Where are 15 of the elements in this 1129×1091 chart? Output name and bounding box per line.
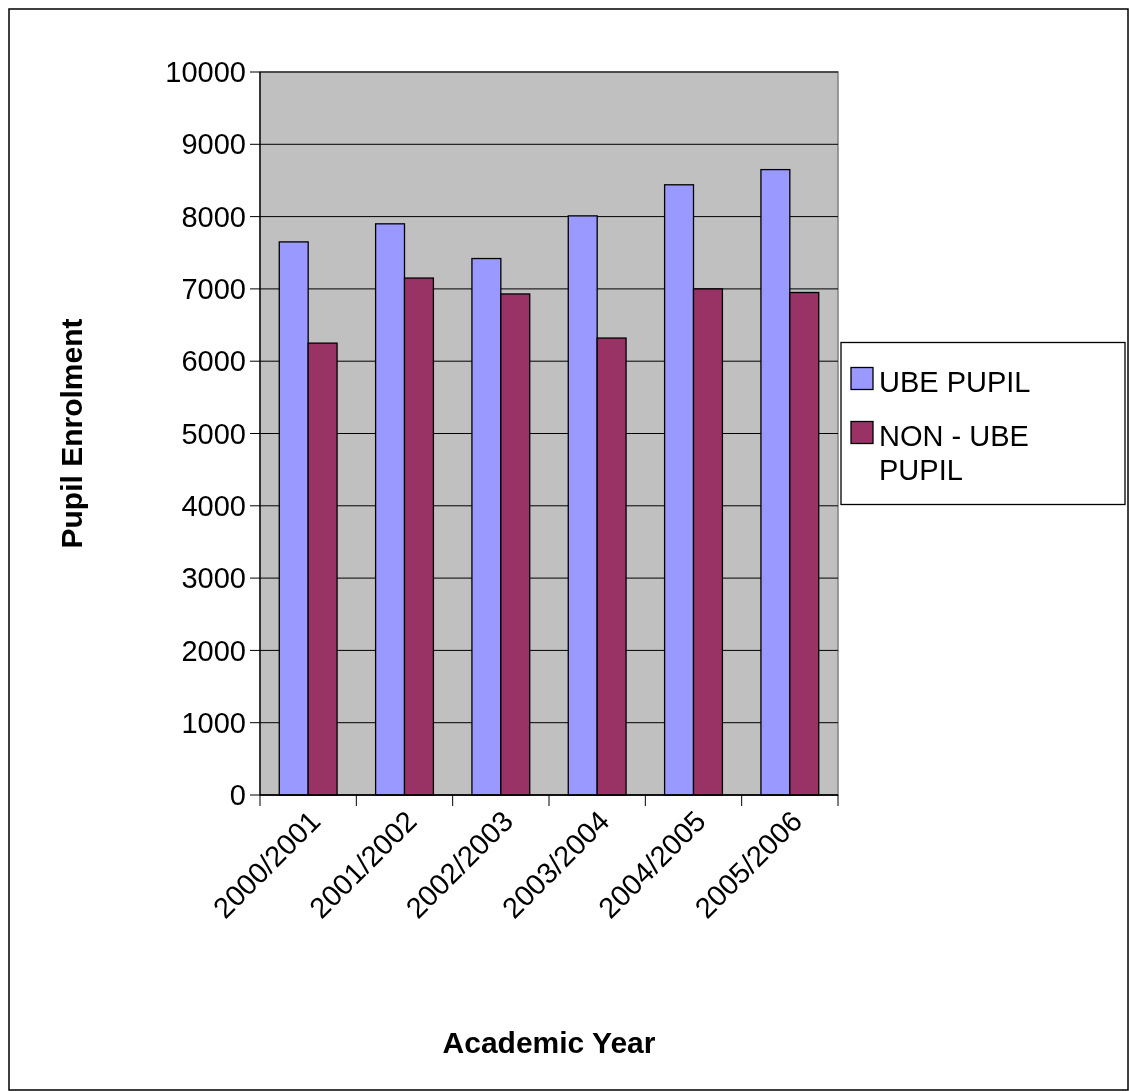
y-tick-label: 5000 [181,417,246,450]
y-tick-label: 8000 [181,200,246,233]
legend-label: UBE PUPIL [879,365,1031,398]
y-tick-label: 4000 [181,489,246,522]
y-tick-label: 0 [229,779,246,812]
y-tick-label: 10000 [165,56,246,89]
y-tick-label: 7000 [181,273,246,306]
y-tick-label: 6000 [181,345,246,378]
x-axis-title: Academic Year [442,1026,656,1059]
y-tick-label: 9000 [181,128,246,161]
y-tick-label: 3000 [181,562,246,595]
y-axis-title: Pupil Enrolment [55,318,88,549]
legend-label: NON - UBE PUPIL [879,419,1029,486]
y-tick-label: 1000 [181,706,246,739]
y-tick-label: 2000 [181,634,246,667]
